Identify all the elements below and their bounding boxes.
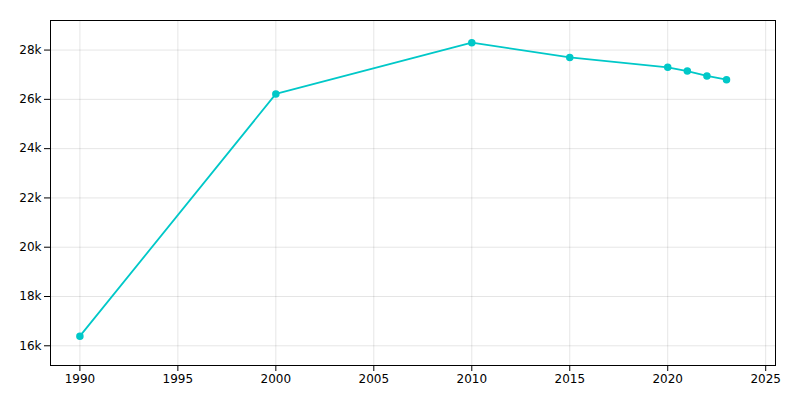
- svg-text:26k: 26k: [19, 92, 41, 106]
- svg-text:18k: 18k: [19, 289, 41, 303]
- svg-text:20k: 20k: [19, 240, 41, 254]
- svg-text:28k: 28k: [19, 43, 41, 57]
- svg-text:24k: 24k: [19, 141, 41, 155]
- svg-text:2010: 2010: [457, 372, 488, 386]
- svg-text:16k: 16k: [19, 339, 41, 353]
- svg-text:22k: 22k: [19, 191, 41, 205]
- svg-text:2025: 2025: [750, 372, 781, 386]
- svg-text:1990: 1990: [65, 372, 96, 386]
- svg-text:1995: 1995: [163, 372, 194, 386]
- svg-text:2000: 2000: [261, 372, 292, 386]
- svg-text:2020: 2020: [652, 372, 683, 386]
- svg-text:2005: 2005: [359, 372, 390, 386]
- svg-text:2015: 2015: [554, 372, 585, 386]
